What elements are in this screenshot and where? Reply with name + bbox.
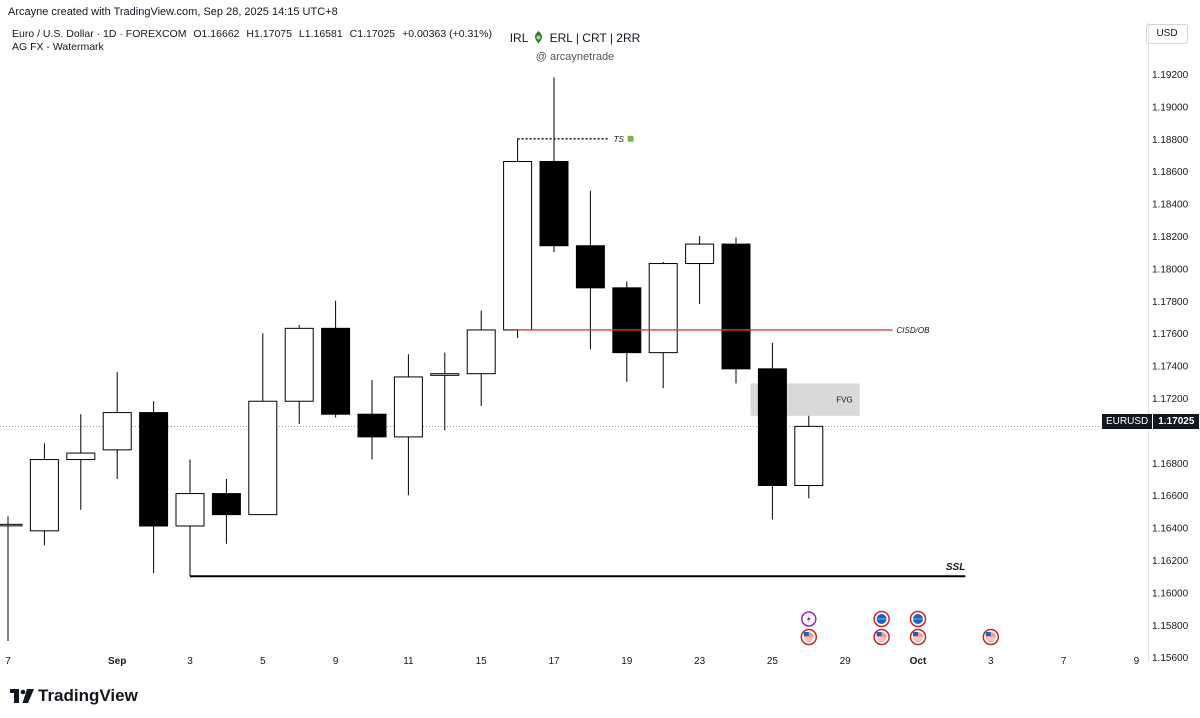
- x-tick-label: 17: [548, 656, 560, 667]
- ssl-label: SSL: [946, 562, 965, 573]
- us-flag-icon[interactable]: [982, 628, 1000, 646]
- y-tick-label: 1.18000: [1152, 264, 1189, 275]
- y-tick-label: 1.16800: [1152, 459, 1189, 470]
- y-tick-label: 1.19000: [1152, 102, 1189, 113]
- x-tick-label: Sep: [108, 656, 126, 667]
- lightning-icon-bolt: [806, 615, 811, 623]
- bull-candle[interactable]: [648, 263, 678, 354]
- x-tick-label: 9: [1134, 656, 1140, 667]
- y-tick-label: 1.18400: [1152, 200, 1189, 211]
- x-tick-label: 11: [403, 656, 414, 667]
- bull-candle[interactable]: [102, 412, 132, 451]
- bear-candle[interactable]: [757, 368, 787, 486]
- bear-candle[interactable]: [211, 493, 241, 516]
- indicator-legend[interactable]: AG FX - Watermark: [12, 41, 104, 53]
- us-flag-icon[interactable]: [909, 628, 927, 646]
- y-tick-label: 1.17600: [1152, 329, 1189, 340]
- tradingview-logo-icon: [10, 689, 34, 703]
- y-tick-label: 1.16000: [1152, 588, 1189, 599]
- legend-close: C1.17025: [349, 28, 396, 40]
- y-tick-label: 1.16200: [1152, 556, 1189, 567]
- brand-name: TradingView: [38, 686, 138, 705]
- bull-candle[interactable]: [0, 523, 23, 527]
- bear-candle[interactable]: [721, 243, 751, 370]
- bear-candle[interactable]: [139, 412, 169, 527]
- bull-candle[interactable]: [393, 376, 423, 438]
- current-price-value: 1.17025: [1158, 416, 1195, 427]
- bear-candle[interactable]: [612, 287, 642, 354]
- y-tick-label: 1.15600: [1152, 653, 1189, 664]
- globe-icon[interactable]: [909, 610, 927, 628]
- bull-candle[interactable]: [503, 160, 533, 331]
- y-tick-label: 1.18800: [1152, 135, 1189, 146]
- watermark-left: IRL: [509, 31, 528, 45]
- fvg-label: FVG: [836, 396, 852, 405]
- x-tick-label: 3: [988, 656, 994, 667]
- y-tick-label: 1.19200: [1152, 70, 1189, 81]
- current-price-symbol: EURUSD: [1102, 414, 1154, 429]
- leaf-icon: [535, 31, 543, 44]
- watermark-handle: @ arcaynetrade: [535, 51, 615, 63]
- us-flag-icon-canton: [985, 632, 991, 636]
- watermark-title: IRL ERL | CRT | 2RR: [0, 31, 1150, 45]
- currency-button[interactable]: USD: [1146, 24, 1188, 44]
- x-tick-label: Oct: [910, 656, 927, 667]
- x-tick-label: 19: [621, 656, 633, 667]
- us-flag-icon-canton: [876, 632, 882, 636]
- y-tick-label: 1.18600: [1152, 167, 1189, 178]
- bull-candle[interactable]: [29, 459, 59, 532]
- bear-candle[interactable]: [539, 160, 569, 247]
- cisd-ob-label: CISD/OB: [897, 326, 931, 335]
- legend-open: O1.16662: [193, 28, 240, 40]
- us-flag-icon[interactable]: [800, 628, 818, 646]
- x-tick-label: 25: [767, 656, 779, 667]
- y-tick-label: 1.15800: [1152, 621, 1189, 632]
- bull-candle[interactable]: [66, 452, 96, 461]
- x-tick-label: 15: [476, 656, 488, 667]
- money-icon: [627, 135, 634, 142]
- bull-candle[interactable]: [430, 373, 460, 376]
- legend-high: H1.17075: [246, 28, 292, 40]
- current-price-label: EURUSD 1.17025: [1102, 414, 1200, 429]
- bull-candle[interactable]: [248, 400, 278, 516]
- bear-candle[interactable]: [575, 245, 605, 289]
- y-tick-label: 1.17400: [1152, 362, 1189, 373]
- us-flag-icon-canton: [913, 632, 918, 636]
- globe-icon[interactable]: [873, 610, 890, 628]
- x-tick-label: 23: [694, 656, 706, 667]
- lightning-icon[interactable]: [801, 611, 817, 627]
- bull-candle[interactable]: [175, 493, 205, 527]
- ts-label: TS: [614, 135, 625, 144]
- legend-change: +0.00363 (+0.31%): [402, 28, 492, 40]
- x-tick-label: 3: [187, 656, 193, 667]
- bull-candle[interactable]: [685, 243, 715, 265]
- price-scale-divider: [1148, 22, 1149, 662]
- bear-candle[interactable]: [357, 413, 387, 438]
- y-tick-label: 1.17200: [1152, 394, 1189, 405]
- bull-candle[interactable]: [794, 425, 824, 486]
- y-tick-label: 1.18200: [1152, 232, 1189, 243]
- legend-symbol: Euro / U.S. Dollar · 1D · FOREXCOM: [12, 28, 187, 40]
- bull-candle[interactable]: [284, 327, 314, 402]
- us-flag-icon-canton: [803, 632, 809, 636]
- x-tick-label: 29: [840, 656, 852, 667]
- tradingview-brand[interactable]: TradingView: [10, 686, 138, 706]
- x-tick-label: 9: [333, 656, 339, 667]
- us-flag-icon[interactable]: [873, 628, 890, 646]
- x-tick-label: 7: [5, 656, 11, 667]
- symbol-legend: Euro / U.S. Dollar · 1D · FOREXCOM O1.16…: [12, 28, 496, 40]
- created-by-caption: Arcayne created with TradingView.com, Se…: [8, 6, 338, 18]
- watermark-right: ERL | CRT | 2RR: [549, 31, 641, 45]
- legend-low: L1.16581: [298, 28, 343, 40]
- bull-candle[interactable]: [466, 329, 496, 375]
- y-tick-label: 1.16600: [1152, 491, 1189, 502]
- x-tick-label: 5: [260, 656, 266, 667]
- y-tick-label: 1.17800: [1152, 297, 1189, 308]
- x-tick-label: 7: [1061, 656, 1067, 667]
- bear-candle[interactable]: [321, 327, 351, 415]
- y-tick-label: 1.16400: [1152, 524, 1189, 535]
